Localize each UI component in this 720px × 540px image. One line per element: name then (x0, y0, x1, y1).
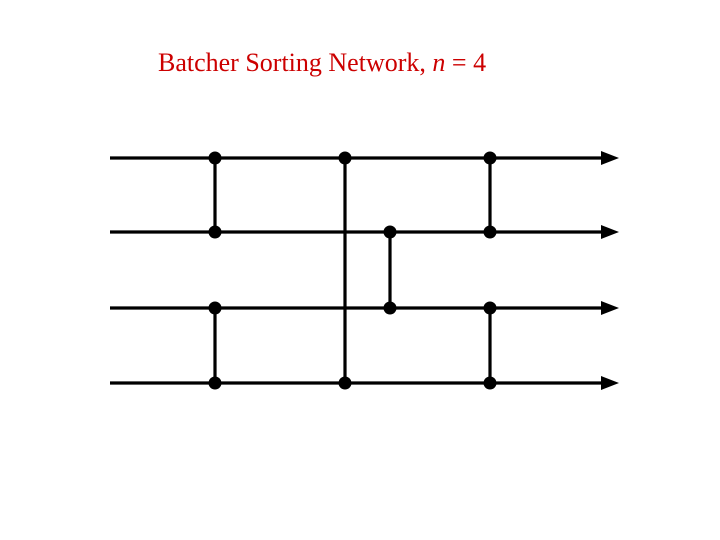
comparator-0-dot-bottom (209, 226, 222, 239)
sorting-network-diagram (0, 0, 720, 540)
title-value: 4 (473, 48, 486, 77)
comparator-4-dot-top (484, 152, 497, 165)
comparator-5-dot-bottom (484, 377, 497, 390)
title-equals: = (445, 48, 473, 77)
wire-arrow-0 (601, 151, 619, 165)
comparator-1-dot-bottom (209, 377, 222, 390)
wire-arrow-3 (601, 376, 619, 390)
comparator-2-dot-bottom (339, 377, 352, 390)
comparator-2-dot-top (339, 152, 352, 165)
wire-arrow-1 (601, 225, 619, 239)
comparator-4-dot-bottom (484, 226, 497, 239)
diagram-title: Batcher Sorting Network, n = 4 (158, 48, 486, 78)
comparator-5-dot-top (484, 302, 497, 315)
comparator-3-dot-bottom (384, 302, 397, 315)
comparator-0-dot-top (209, 152, 222, 165)
comparator-1-dot-top (209, 302, 222, 315)
comparator-3-dot-top (384, 226, 397, 239)
wire-arrow-2 (601, 301, 619, 315)
title-prefix: Batcher Sorting Network, (158, 48, 432, 77)
title-variable: n (432, 48, 445, 77)
